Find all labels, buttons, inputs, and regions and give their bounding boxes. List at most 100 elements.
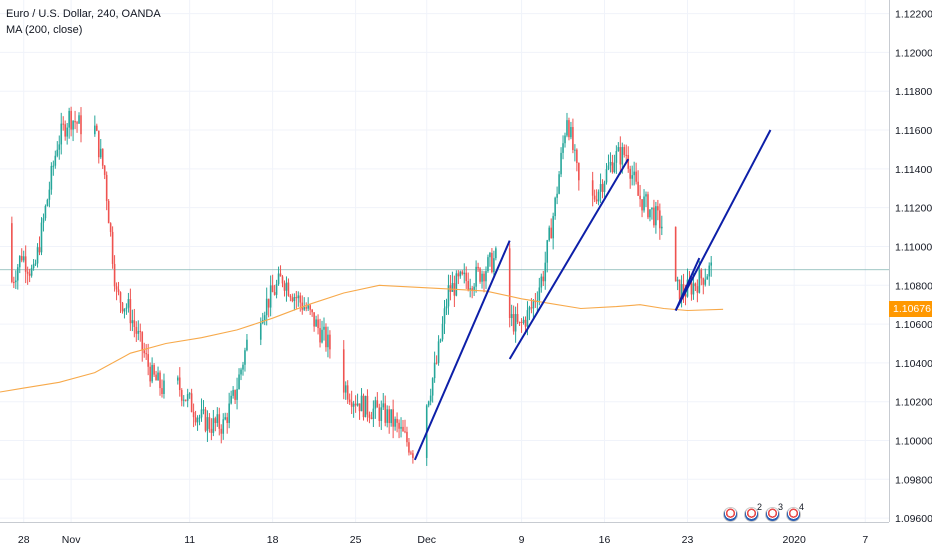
event-marker[interactable] (723, 507, 740, 524)
candle-up (99, 148, 102, 158)
candle-down (281, 276, 284, 284)
candle-down (479, 268, 481, 282)
candle-down (145, 353, 147, 355)
candle-down (593, 195, 596, 200)
candle-down (512, 314, 515, 332)
candle-up (50, 165, 53, 190)
candle-down (20, 256, 23, 261)
candle-up (52, 165, 55, 167)
candle-down (24, 256, 27, 272)
candle-down (149, 366, 151, 382)
candle-up (18, 256, 21, 268)
candle-down (178, 377, 181, 391)
candle-up (40, 222, 43, 253)
symbol-title: Euro / U.S. Dollar, 240, OANDA (6, 8, 161, 20)
candle-up (374, 400, 377, 409)
event-marker[interactable]: 2 (744, 502, 762, 524)
candle-up (443, 308, 446, 324)
y-tick-label: 1.12000 (895, 47, 932, 59)
candle-up (558, 174, 560, 194)
candle-up (285, 282, 288, 291)
candle-up (327, 334, 329, 348)
candle-down (678, 279, 681, 300)
event-marker[interactable]: 3 (765, 502, 783, 524)
indicator-label[interactable]: MA (200, close) (6, 24, 83, 36)
candle-down (534, 301, 537, 303)
candle-up (574, 149, 576, 151)
candle-up (487, 257, 489, 272)
candle-up (710, 262, 712, 266)
candle-up (617, 147, 620, 152)
candle-down (70, 110, 72, 130)
candle-down (311, 309, 313, 313)
candle-down (471, 288, 473, 292)
candle-down (101, 148, 104, 166)
candle-down (299, 295, 302, 303)
candle-down (516, 314, 519, 322)
candle-down (368, 414, 371, 418)
x-tick-label: 25 (350, 534, 362, 546)
candle-up (599, 184, 602, 192)
candle-up (546, 240, 549, 263)
candle-down (147, 354, 149, 367)
candle-down (524, 319, 527, 327)
candle-up (66, 127, 68, 137)
candle-down (623, 147, 626, 155)
candle-down (153, 365, 155, 375)
candle-up (202, 409, 205, 411)
candle-up (447, 285, 450, 307)
x-tick-label: 18 (267, 534, 279, 546)
candle-down (700, 269, 703, 279)
candle-up (200, 409, 203, 418)
candle-up (554, 197, 556, 217)
candle-down (64, 124, 66, 137)
candle-down (11, 223, 13, 282)
y-tick-label: 1.10600 (895, 319, 932, 331)
candle-up (532, 301, 535, 309)
candle-up (16, 267, 19, 281)
candle-up (131, 320, 134, 324)
candle-up (548, 227, 551, 241)
candle-up (489, 252, 491, 258)
candle-up (58, 144, 61, 150)
candle-up (127, 299, 130, 308)
us-flag-icon (723, 507, 738, 522)
candle-down (74, 121, 76, 123)
candle-down (103, 165, 106, 175)
candle-up (437, 341, 440, 363)
event-marker[interactable]: 4 (786, 502, 804, 524)
candle-up (708, 265, 711, 277)
candle-down (358, 403, 361, 412)
candle-down (161, 388, 163, 395)
candle-up (157, 372, 159, 381)
candle-up (230, 395, 232, 404)
candle-down (619, 147, 622, 165)
candle-down (283, 283, 286, 291)
candle-down (139, 330, 142, 333)
candle-up (493, 258, 495, 273)
candle-up (552, 216, 554, 239)
candle-down (325, 326, 327, 348)
candle-up (463, 272, 466, 275)
chart-legend: Euro / U.S. Dollar, 240, OANDA MA (200, … (6, 6, 161, 38)
candle-up (94, 125, 96, 135)
candle-down (354, 403, 357, 406)
candle-up (352, 403, 355, 407)
candle-up (649, 209, 651, 218)
candle-down (13, 281, 15, 283)
candle-down (508, 248, 511, 319)
candle-down (629, 168, 632, 179)
candle-down (384, 403, 387, 423)
candle-down (388, 409, 390, 424)
candle-down (376, 400, 379, 408)
candle-down (595, 199, 598, 202)
candle-down (591, 180, 594, 196)
x-tick-label: 23 (682, 534, 694, 546)
candle-down (398, 422, 400, 429)
candle-up (605, 169, 608, 183)
candle-down (214, 418, 217, 423)
candle-up (15, 280, 17, 283)
candle-up (528, 307, 531, 311)
candle-down (121, 302, 124, 312)
